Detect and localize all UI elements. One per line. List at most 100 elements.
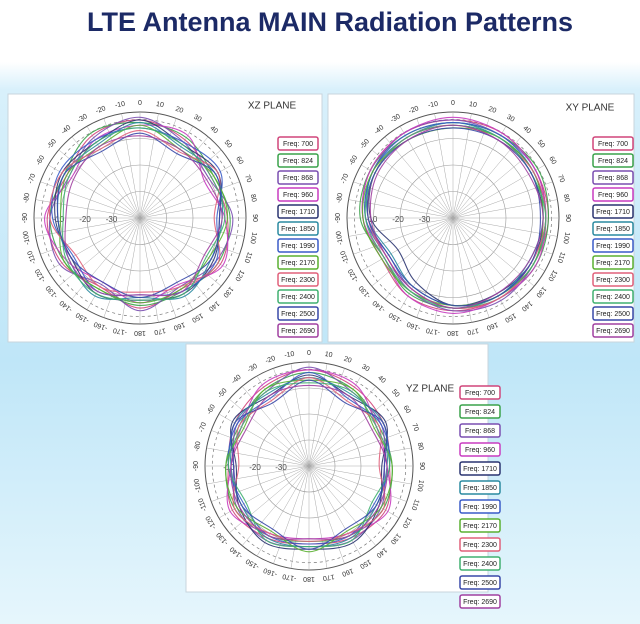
legend-box: [277, 306, 319, 321]
angle-tick-label: 20: [343, 356, 353, 365]
legend-label: Freq: 2500: [596, 311, 630, 318]
angle-tick-label: 80: [249, 194, 257, 203]
spoke: [139, 181, 240, 219]
pattern-curve: [48, 129, 221, 293]
angle-tick-label: 60: [402, 405, 412, 415]
spoke: [308, 413, 400, 467]
angle-tick-label: 90: [251, 214, 258, 222]
spoke: [35, 199, 141, 219]
radial-tick-label: -20: [249, 463, 261, 472]
angle-tick-label: 50: [390, 388, 400, 399]
pattern-curve: [230, 379, 388, 550]
angle-tick-label: -160: [93, 320, 109, 331]
legend-box: [592, 204, 634, 219]
legend-box: [592, 255, 634, 270]
angle-tick-label: -70: [198, 421, 208, 433]
spoke: [308, 447, 412, 467]
legend-label: Freq: 2500: [281, 311, 315, 318]
legend-box: [277, 272, 319, 287]
spoke: [139, 217, 194, 310]
polar-chart: XY PLANE-30-20-100 1020304050607080901001…: [327, 93, 635, 343]
spoke: [35, 217, 141, 237]
legend-label: Freq: 2170: [281, 260, 315, 267]
pattern-curve: [64, 135, 223, 297]
legend-label: Freq: 2400: [463, 561, 497, 568]
legend-box: [459, 461, 501, 476]
legend-label: Freq: 2300: [596, 277, 630, 284]
legend-box: [277, 204, 319, 219]
spoke: [139, 217, 232, 272]
angle-tick-label: 170: [466, 326, 479, 335]
angle-tick-label: 90: [418, 462, 425, 470]
angle-tick-label: 120: [546, 269, 558, 283]
legend-label: Freq: 1850: [463, 485, 497, 492]
angle-tick-label: 180: [303, 575, 315, 582]
legend-box: [592, 170, 634, 185]
legend-label: Freq: 1990: [281, 243, 315, 250]
legend-label: Freq: 700: [283, 141, 313, 148]
legend-box: [459, 518, 501, 533]
legend-label: Freq: 2690: [596, 328, 630, 335]
legend-box: [459, 404, 501, 419]
spoke: [229, 465, 310, 534]
spoke: [452, 164, 545, 219]
angle-tick-label: 110: [410, 498, 420, 511]
angle-tick-label: 70: [243, 174, 252, 184]
radial-tick-label: -30: [106, 215, 118, 224]
angle-tick-label: 50: [536, 139, 546, 150]
legend-box: [459, 575, 501, 590]
angle-tick-label: -50: [46, 138, 58, 150]
legend-label: Freq: 2400: [281, 294, 315, 301]
spoke: [308, 465, 328, 569]
angle-tick-label: -60: [206, 403, 217, 415]
page-title: LTE Antenna MAIN Radiation Patterns: [87, 7, 573, 37]
angle-tick-label: 150: [358, 558, 372, 570]
legend-box: [277, 170, 319, 185]
angle-tick-label: -10: [284, 351, 295, 360]
legend-box: [277, 221, 319, 236]
pattern-curve: [56, 132, 222, 299]
radial-tick-label: -30: [275, 463, 287, 472]
angle-tick-label: 40: [208, 125, 219, 135]
angle-tick-label: 80: [562, 194, 570, 203]
angle-tick-label: 150: [503, 311, 517, 323]
angle-tick-label: 60: [234, 156, 244, 166]
angle-tick-label: -170: [425, 326, 440, 335]
angle-tick-label: 10: [324, 351, 333, 359]
angle-tick-label: 160: [485, 320, 498, 331]
spoke: [48, 164, 141, 219]
spoke: [86, 217, 141, 310]
spoke: [308, 375, 362, 467]
angle-tick-label: 100: [415, 479, 424, 492]
legend-box: [592, 187, 634, 202]
pattern-curve: [59, 124, 229, 304]
angle-tick-label: -40: [373, 124, 385, 136]
spoke: [434, 113, 454, 219]
legend-box: [592, 153, 634, 168]
angle-tick-label: 110: [243, 251, 253, 264]
legend-box: [459, 594, 501, 609]
legend-box: [592, 221, 634, 236]
legend-label: Freq: 2300: [463, 542, 497, 549]
radial-tick-label: -30: [419, 215, 431, 224]
spoke: [256, 465, 310, 557]
angle-tick-label: -170: [282, 572, 297, 581]
spoke: [399, 217, 454, 310]
spoke: [308, 386, 377, 467]
angle-tick-label: 70: [556, 174, 565, 184]
spoke: [139, 126, 194, 219]
angle-tick-label: 30: [192, 114, 202, 124]
legend-box: [277, 153, 319, 168]
spoke: [361, 217, 454, 272]
angle-tick-label: -30: [390, 113, 402, 124]
legend-label: Freq: 2170: [596, 260, 630, 267]
angle-tick-label: -160: [263, 566, 279, 577]
angle-tick-label: 0: [307, 350, 311, 357]
spoke: [256, 375, 310, 467]
legend-label: Freq: 824: [598, 158, 628, 165]
legend-box: [592, 238, 634, 253]
spoke: [58, 217, 141, 287]
legend-label: Freq: 2690: [281, 328, 315, 335]
angle-tick-label: 160: [172, 320, 185, 331]
